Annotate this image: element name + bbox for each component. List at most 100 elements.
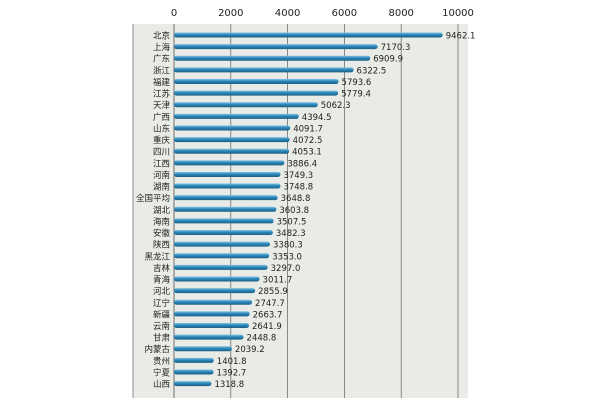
value-label: 3482.3	[276, 229, 306, 239]
bar	[174, 160, 285, 166]
value-label: 3886.4	[287, 159, 317, 169]
bar	[174, 125, 291, 131]
bar	[174, 323, 250, 328]
bar	[174, 334, 244, 340]
category-label: 天津	[153, 100, 171, 111]
value-label: 1318.8	[214, 380, 244, 390]
bar	[174, 241, 271, 247]
x-tick-label: 0	[171, 8, 177, 19]
bar	[174, 32, 443, 38]
value-label: 3011.7	[263, 276, 293, 286]
value-label: 1401.8	[217, 357, 247, 367]
bar	[174, 288, 256, 294]
bar	[174, 78, 339, 84]
category-label: 辽宁	[153, 298, 170, 309]
value-label: 4394.5	[302, 113, 332, 123]
category-label: 湖北	[153, 206, 171, 216]
value-label: 2039.2	[235, 345, 265, 355]
value-label: 3507.5	[277, 217, 307, 227]
category-label: 全国平均	[136, 193, 170, 204]
category-label: 吉林	[153, 263, 171, 274]
bar	[174, 311, 250, 317]
x-tick-label: 8000	[388, 8, 413, 19]
value-label: 2663.7	[253, 310, 283, 320]
category-label: 山西	[153, 379, 170, 390]
category-label: 重庆	[153, 135, 171, 146]
value-label: 2747.7	[255, 299, 285, 309]
bar	[174, 171, 281, 177]
category-label: 黑龙江	[144, 251, 170, 262]
bar	[174, 102, 318, 108]
category-label: 内蒙古	[144, 344, 170, 355]
x-tick-label: 6000	[332, 8, 357, 19]
x-tick-label: 10000	[442, 8, 474, 19]
category-label: 新疆	[153, 309, 171, 320]
category-label: 浙江	[153, 65, 171, 76]
bar	[174, 299, 253, 305]
bar	[174, 137, 290, 143]
value-label: 3748.8	[283, 183, 313, 193]
value-label: 5779.4	[341, 90, 371, 100]
value-label: 3297.0	[271, 264, 301, 274]
category-label: 江苏	[153, 89, 171, 100]
value-label: 5793.6	[342, 78, 372, 88]
bar	[174, 264, 268, 270]
category-label: 四川	[153, 148, 170, 158]
bar	[174, 218, 274, 224]
category-label: 甘肃	[153, 333, 171, 344]
category-label: 海南	[153, 216, 170, 227]
value-label: 2641.9	[252, 322, 282, 332]
bar	[174, 369, 214, 375]
bar	[174, 90, 339, 96]
value-label: 1392.7	[217, 368, 247, 378]
category-label: 山东	[153, 123, 170, 134]
bar	[174, 230, 273, 236]
bar	[174, 381, 212, 387]
value-label: 3749.3	[283, 171, 313, 181]
category-label: 河北	[153, 286, 171, 297]
category-label: 安徽	[153, 228, 171, 239]
value-label: 3603.8	[279, 206, 309, 216]
value-label: 6322.5	[357, 66, 387, 76]
value-label: 4091.7	[293, 124, 323, 134]
category-label: 青海	[153, 275, 171, 286]
category-label: 福建	[153, 77, 171, 88]
value-label: 4053.1	[292, 148, 322, 158]
value-label: 3648.8	[281, 194, 311, 204]
bar	[174, 113, 299, 119]
bar	[174, 346, 232, 352]
bar	[174, 195, 278, 201]
bar	[174, 148, 290, 154]
value-label: 2855.9	[258, 287, 288, 297]
category-label: 宁夏	[153, 367, 171, 378]
value-label: 2448.8	[247, 334, 277, 344]
x-tick-label: 2000	[218, 8, 243, 19]
x-tick-label: 4000	[275, 8, 300, 19]
bar	[174, 67, 354, 73]
bar	[174, 183, 281, 189]
value-label: 3353.0	[272, 252, 302, 262]
bar	[174, 206, 277, 212]
bar	[174, 253, 270, 259]
category-label: 北京	[153, 31, 170, 42]
category-label: 湖南	[153, 182, 170, 193]
value-label: 4072.5	[293, 136, 323, 146]
category-label: 贵州	[153, 356, 170, 367]
bar	[174, 44, 378, 50]
category-label: 上海	[153, 42, 171, 53]
value-label: 6909.9	[373, 55, 403, 65]
bar	[174, 276, 260, 282]
category-label: 陕西	[153, 240, 170, 251]
value-label: 9462.1	[446, 32, 476, 42]
value-label: 3380.3	[273, 241, 303, 251]
bar	[174, 55, 371, 61]
category-label: 河南	[153, 170, 170, 181]
value-label: 7170.3	[381, 43, 411, 53]
category-label: 江西	[153, 159, 170, 169]
value-label: 5062.3	[321, 101, 351, 111]
category-label: 云南	[153, 321, 170, 332]
category-label: 广西	[153, 112, 170, 123]
category-label: 广东	[153, 54, 170, 65]
